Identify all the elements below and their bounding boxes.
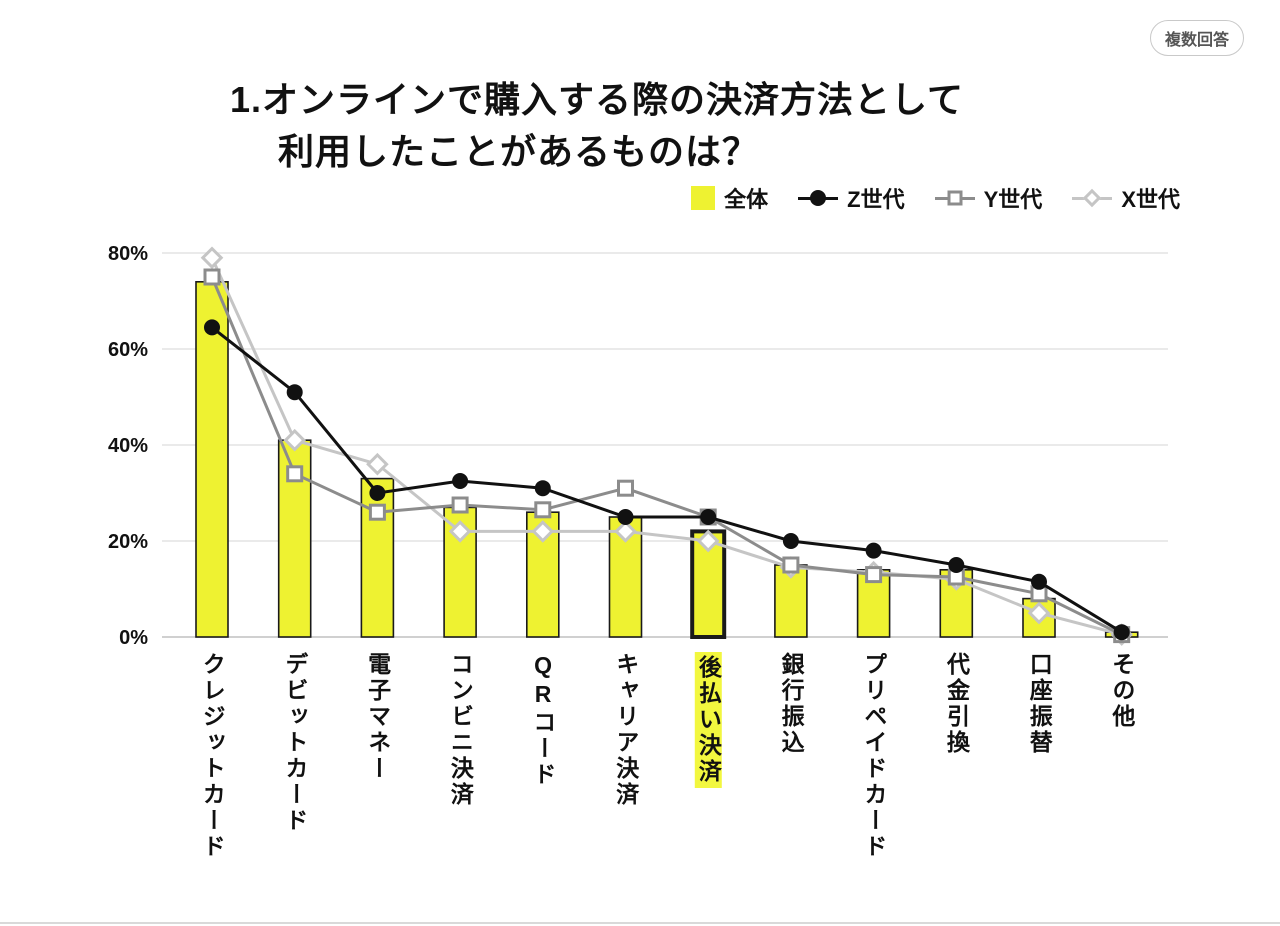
filled-circle-marker: [865, 542, 882, 559]
open-square-marker: [782, 556, 800, 574]
open-diamond-marker: [614, 520, 637, 543]
open-square-marker: [865, 566, 883, 584]
y-tick-label: 0%: [119, 627, 148, 649]
legend-label-gen-y: Y世代: [983, 187, 1043, 212]
category-label: デビットカード: [281, 652, 308, 834]
open-diamond-marker: [200, 246, 224, 270]
line-series: [210, 276, 1123, 636]
open-diamond-marker: [1027, 601, 1051, 625]
category-label-highlighted: 後払い決済: [694, 652, 722, 788]
category-label: その他: [1108, 652, 1135, 730]
line-series: [210, 257, 1123, 637]
filled-circle-marker: [617, 509, 634, 525]
open-diamond-marker: [448, 520, 472, 543]
chart-plot-area: 0% 20% 40% 60% 80%: [108, 243, 1168, 649]
y-tick-label: 80%: [108, 243, 148, 265]
filled-circle-marker: [1113, 624, 1130, 641]
open-square-marker: [534, 501, 552, 519]
open-square-marker: [451, 496, 469, 514]
legend-label-gen-x: X世代: [1121, 187, 1180, 212]
category-label: QRコード: [530, 652, 557, 788]
category-label: 代金引換: [943, 652, 970, 756]
open-square-marker: [203, 268, 221, 286]
filled-circle-marker: [782, 533, 799, 549]
filled-circle-marker: [534, 480, 551, 497]
open-diamond-marker: [696, 529, 720, 553]
category-label: クレジットカード: [199, 652, 226, 860]
filled-circle-marker: [948, 557, 965, 573]
category-label: 口座振替: [1026, 652, 1053, 756]
overall-bar-swatch-icon: [691, 186, 716, 210]
category-label: 銀行振込: [778, 652, 805, 756]
category-label: 電子マネー: [364, 652, 391, 782]
gen-x-line-swatch-icon: [1072, 188, 1113, 208]
y-tick-label: 60%: [108, 339, 148, 361]
filled-circle-marker: [700, 509, 717, 525]
open-diamond-marker: [283, 428, 307, 452]
y-tick-label: 20%: [108, 531, 148, 553]
chart-title-line2: 利用したことがあるものは？: [278, 131, 760, 173]
legend-item-overall: 全体: [691, 182, 768, 214]
open-diamond-marker-icon: [1083, 188, 1102, 208]
filled-circle-marker: [369, 485, 386, 501]
category-label: プリペイドカード: [860, 652, 887, 860]
open-square-marker-icon: [947, 190, 963, 206]
bar: [360, 477, 395, 638]
open-diamond-marker: [366, 452, 389, 476]
open-square-marker: [617, 479, 634, 497]
category-label: キャリア決済: [612, 652, 639, 808]
gen-z-line-swatch-icon: [798, 189, 839, 207]
open-diamond-marker: [531, 520, 555, 543]
legend-item-gen-z: Z世代: [798, 182, 905, 214]
filled-circle-marker: [1031, 573, 1047, 590]
line-series: [211, 326, 1123, 634]
multiple-answer-badge: 複数回答: [1149, 20, 1244, 56]
filled-circle-marker-icon: [810, 190, 827, 206]
legend-label-gen-z: Z世代: [847, 187, 905, 212]
chart-title: 1.オンラインで購入する際の決済方法として 利用したことがあるものは？: [230, 74, 964, 178]
category-labels: クレジットカード デビットカード 電子マネー コンビニ決済 QRコード キャリア決済 後払い…: [0, 652, 1280, 924]
legend-item-gen-y: Y世代: [934, 182, 1043, 214]
y-tick-label: 40%: [108, 435, 148, 457]
category-label: コンビニ決済: [447, 652, 474, 808]
page-bottom-divider: [0, 922, 1280, 924]
chart-title-line1: 1.オンラインで購入する際の決済方法として: [230, 79, 964, 121]
gen-y-line-swatch-icon: [934, 189, 975, 207]
open-square-marker: [286, 465, 304, 483]
filled-circle-marker: [286, 384, 303, 401]
bar: [277, 439, 312, 638]
open-square-marker: [368, 503, 386, 521]
bar: [195, 280, 229, 638]
legend-label-overall: 全体: [724, 187, 769, 212]
legend-item-gen-x: X世代: [1072, 182, 1180, 214]
filled-circle-marker: [204, 319, 220, 336]
filled-circle-marker: [452, 473, 469, 489]
chart-legend: 全体 Z世代 Y世代 X世代: [691, 182, 1180, 214]
